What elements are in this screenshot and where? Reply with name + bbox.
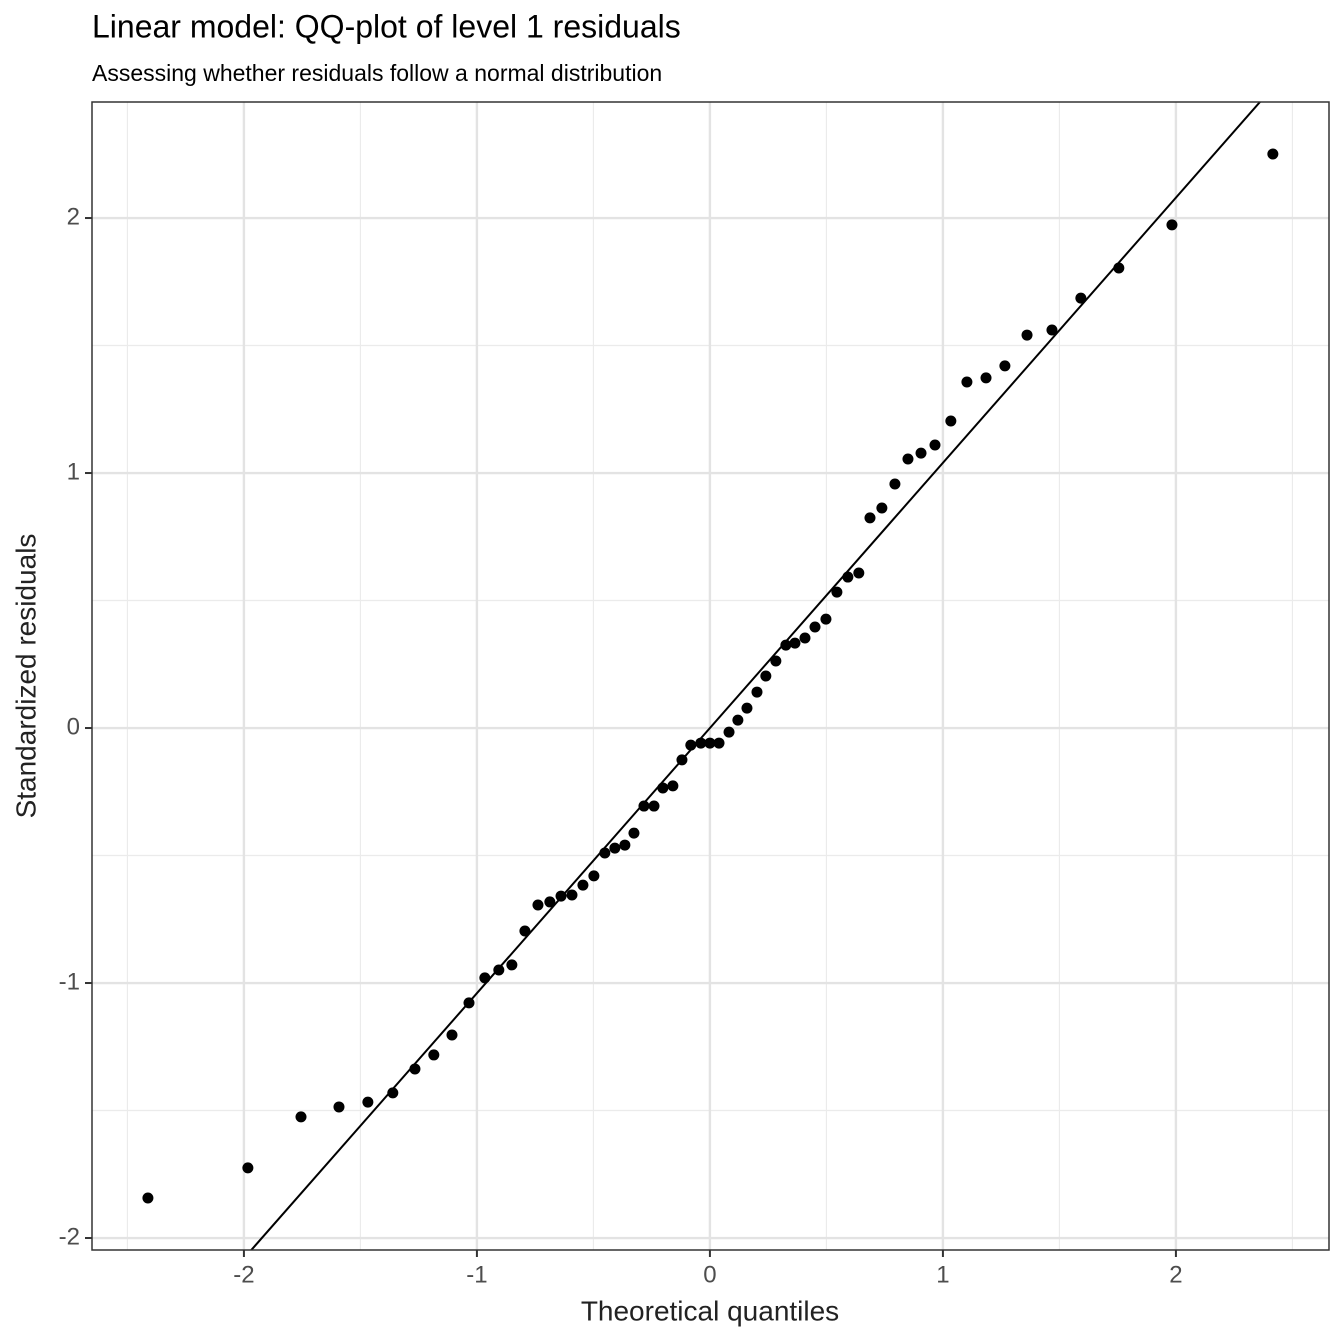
point xyxy=(242,1162,254,1174)
point xyxy=(713,737,725,749)
point xyxy=(428,1049,440,1061)
x-axis-title: Theoretical quantiles xyxy=(581,1295,839,1326)
plot-panel xyxy=(92,102,1329,1250)
point xyxy=(409,1063,421,1075)
point xyxy=(676,754,688,766)
point xyxy=(667,780,679,792)
point xyxy=(446,1029,458,1041)
point xyxy=(695,737,707,749)
point xyxy=(945,415,957,427)
point xyxy=(628,827,640,839)
point xyxy=(479,972,491,984)
y-tick-label: -2 xyxy=(59,1223,80,1250)
x-tick-label: 0 xyxy=(703,1261,716,1288)
point xyxy=(1046,324,1058,336)
point xyxy=(741,702,753,714)
point xyxy=(902,453,914,465)
y-axis-title: Standardized residuals xyxy=(10,534,41,819)
point xyxy=(799,632,811,644)
panel-border xyxy=(91,101,1330,1251)
point xyxy=(588,870,600,882)
point xyxy=(555,890,567,902)
y-tick-label: -1 xyxy=(59,968,80,995)
point xyxy=(831,586,843,598)
point xyxy=(760,670,772,682)
point xyxy=(889,478,901,490)
point xyxy=(685,739,697,751)
point xyxy=(999,360,1011,372)
point xyxy=(657,782,669,794)
point xyxy=(463,997,475,1009)
reference-line xyxy=(249,102,1262,1250)
point xyxy=(544,896,556,908)
x-tick-label: -2 xyxy=(233,1261,254,1288)
point xyxy=(929,439,941,451)
point xyxy=(723,726,735,738)
point xyxy=(519,925,531,937)
y-tick-label: 1 xyxy=(67,458,80,485)
x-tick-label: 1 xyxy=(936,1261,949,1288)
point xyxy=(1267,148,1279,160)
y-tick-label: 0 xyxy=(67,713,80,740)
point xyxy=(789,637,801,649)
point xyxy=(704,737,716,749)
point xyxy=(142,1192,154,1204)
chart-title: Linear model: QQ-plot of level 1 residua… xyxy=(92,8,681,44)
point xyxy=(1166,219,1178,231)
point xyxy=(961,376,973,388)
point xyxy=(1075,292,1087,304)
point xyxy=(609,842,621,854)
point xyxy=(1113,262,1125,274)
point xyxy=(770,655,782,667)
point xyxy=(295,1111,307,1123)
point xyxy=(980,372,992,384)
point xyxy=(732,714,744,726)
x-tick-label: -1 xyxy=(466,1261,487,1288)
point xyxy=(876,502,888,514)
point xyxy=(842,571,854,583)
point xyxy=(362,1096,374,1108)
point xyxy=(915,447,927,459)
point xyxy=(820,613,832,625)
point xyxy=(751,686,763,698)
point xyxy=(853,567,865,579)
point xyxy=(493,964,505,976)
point xyxy=(864,512,876,524)
point xyxy=(577,879,589,891)
point xyxy=(638,800,650,812)
chart-subtitle: Assessing whether residuals follow a nor… xyxy=(92,60,662,86)
point xyxy=(333,1101,345,1113)
y-tick-label: 2 xyxy=(67,203,80,230)
point xyxy=(648,800,660,812)
point xyxy=(619,839,631,851)
point xyxy=(387,1087,399,1099)
point xyxy=(566,889,578,901)
x-tick-label: 2 xyxy=(1169,1261,1182,1288)
point xyxy=(599,847,611,859)
point xyxy=(506,959,518,971)
point xyxy=(809,621,821,633)
point xyxy=(1021,329,1033,341)
point xyxy=(532,899,544,911)
point xyxy=(780,639,792,651)
